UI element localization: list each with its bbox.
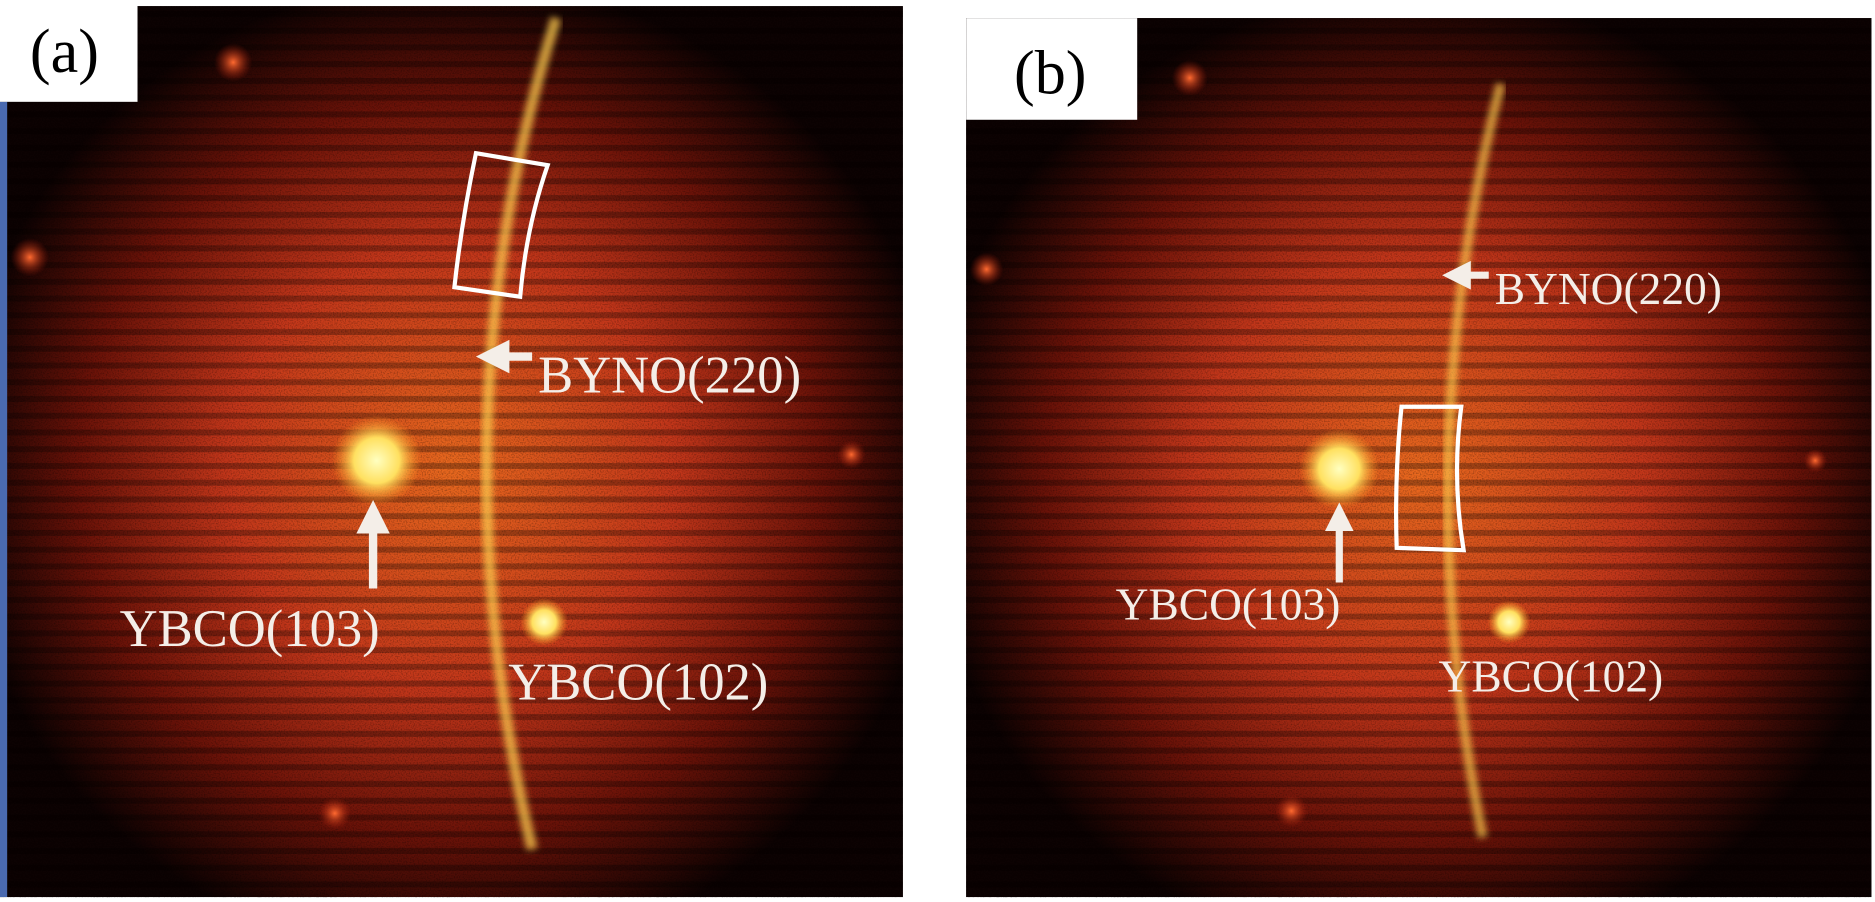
noise bbox=[0, 6, 903, 898]
byno-arc bbox=[481, 16, 562, 851]
region-box bbox=[452, 150, 551, 300]
annotation: YBCO(102) bbox=[1439, 651, 1664, 701]
spot bbox=[837, 440, 866, 469]
label-box bbox=[0, 0, 138, 102]
byno-arc bbox=[1443, 82, 1506, 839]
region-box bbox=[1393, 404, 1467, 553]
spot bbox=[214, 43, 253, 82]
ybco-102-spot bbox=[520, 598, 569, 646]
noise bbox=[966, 18, 1872, 898]
spot bbox=[318, 796, 352, 831]
spot bbox=[1803, 448, 1828, 473]
ybco-103-spot bbox=[1298, 428, 1380, 510]
annotation: BYNO(220) bbox=[1495, 264, 1722, 314]
ybco-103-spot bbox=[331, 415, 423, 507]
spot bbox=[1274, 794, 1309, 828]
annotation: YBCO(102) bbox=[508, 654, 768, 712]
ybco-102-spot bbox=[1487, 600, 1531, 644]
spot bbox=[1171, 59, 1208, 96]
spot bbox=[969, 252, 1004, 286]
label-box bbox=[966, 18, 1138, 120]
annotation: BYNO(220) bbox=[538, 346, 801, 404]
annotation: YBCO(103) bbox=[1116, 580, 1341, 630]
panel-a: BYNO(220) YBCO(103) YBCO(102) (a) bbox=[0, 0, 903, 898]
panel-label: (b) bbox=[1014, 39, 1086, 107]
edge bbox=[0, 101, 8, 898]
spot bbox=[10, 238, 50, 277]
panel-b: BYNO(220) YBCO(103) YBCO(102) (b) bbox=[966, 18, 1872, 898]
annotation: YBCO(103) bbox=[120, 600, 380, 658]
panel-label: (a) bbox=[30, 18, 99, 86]
